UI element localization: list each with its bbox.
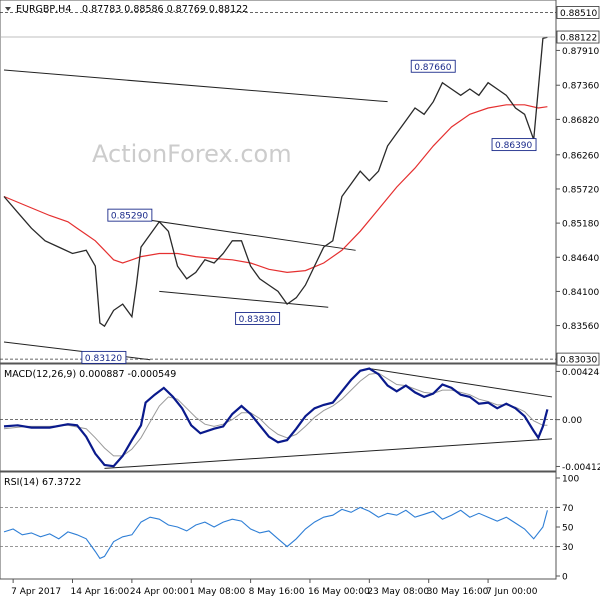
rsi-title: RSI(14) 67.3722 xyxy=(4,477,81,488)
price-label-text: 0.87660 xyxy=(414,63,451,73)
level-label: 0.88510 xyxy=(560,9,597,19)
level-tag xyxy=(556,6,600,19)
price-trendline xyxy=(159,290,329,308)
price-annotations: 0.88510 0.83030 0.87660 0.86390 0.85290 0.838… xyxy=(0,6,600,366)
price-label-text: 0.85290 xyxy=(111,212,148,222)
price-tick-label: 0.86820 xyxy=(562,116,599,126)
time-tick-label: 14 Apr 16:00 xyxy=(71,587,130,597)
time-tick-label: 30 May 16:00 xyxy=(427,587,489,597)
level-tag xyxy=(556,352,600,366)
price-axis: 0.87910 0.87360 0.86820 0.86260 0.85720 0.851… xyxy=(556,47,599,332)
rsi-panel-frame xyxy=(0,471,557,580)
rsi-tick-label: 50 xyxy=(562,524,574,534)
price-label-text: 0.83120 xyxy=(85,354,122,364)
rsi-tick-label: 70 xyxy=(562,504,574,514)
price-label-box xyxy=(235,312,281,325)
price-tick-label: 0.85720 xyxy=(562,185,599,195)
time-axis: 7 Apr 2017 14 Apr 16:00 24 Apr 00:00 1 May … xyxy=(11,579,538,597)
rsi-plot: 100 70 50 30 0 xyxy=(0,475,579,583)
rsi-tick-label: 30 xyxy=(562,543,574,553)
price-tick-label: 0.87910 xyxy=(562,47,599,57)
price-label-text: 0.83830 xyxy=(239,315,276,325)
time-tick-label: 23 May 08:00 xyxy=(367,587,429,597)
price-title: EURGBP,H4 xyxy=(16,4,71,15)
last-price-tag xyxy=(556,30,600,44)
macd-tick-label: 0.00 xyxy=(562,416,582,426)
macd-panel-frame xyxy=(0,363,557,472)
price-label-box xyxy=(410,59,456,73)
price-label-box xyxy=(107,208,153,222)
price-trendline xyxy=(3,69,388,103)
macd-signal-line xyxy=(3,372,548,457)
macd-tick-label: 0.004248 xyxy=(562,368,600,378)
time-tick-label: 7 Jun 00:00 xyxy=(486,587,538,597)
price-tick-label: 0.83560 xyxy=(562,322,599,332)
last-price-label: 0.88122 xyxy=(560,34,597,44)
watermark: ActionForex.com xyxy=(92,140,292,168)
macd-title: MACD(12,26,9) 0.000887 -0.000549 xyxy=(4,369,176,380)
macd-trendline xyxy=(369,368,553,398)
macd-tick-label: -0.004126 xyxy=(562,463,600,473)
rsi-panel-header: RSI(14) 67.3722 xyxy=(4,477,81,488)
price-panel-frame xyxy=(0,0,557,364)
moving-average-line xyxy=(3,104,548,274)
time-tick-label: 16 May 00:00 xyxy=(308,587,370,597)
panel-collapse-icon xyxy=(5,7,11,11)
macd-trendline xyxy=(104,438,553,469)
price-panel-header: EURGBP,H4 0.87783 0.88586 0.87769 0.8812… xyxy=(5,4,248,15)
price-line xyxy=(3,36,548,328)
price-tick-label: 0.85180 xyxy=(562,220,599,230)
price-ohlc: 0.87783 0.88586 0.87769 0.88122 xyxy=(82,4,248,15)
macd-panel-header: MACD(12,26,9) 0.000887 -0.000549 xyxy=(4,369,176,380)
price-tick-label: 0.84640 xyxy=(562,254,599,264)
rsi-tick-label: 100 xyxy=(562,475,579,485)
time-tick-label: 1 May 08:00 xyxy=(189,587,245,597)
time-tick-label: 8 May 16:00 xyxy=(249,587,305,597)
price-tick-label: 0.87360 xyxy=(562,82,599,92)
level-label: 0.83030 xyxy=(560,356,597,366)
rsi-tick-label: 0 xyxy=(562,573,568,583)
macd-plot: 0.004248 0.00 -0.004126 xyxy=(0,367,600,473)
price-trendline xyxy=(118,215,356,251)
price-label-box xyxy=(491,138,537,152)
macd-line xyxy=(3,367,549,468)
price-tick-label: 0.84100 xyxy=(562,288,599,298)
price-label-text: 0.86390 xyxy=(495,141,532,151)
price-series: 0.88122 xyxy=(0,30,600,328)
time-tick-label: 24 Apr 00:00 xyxy=(130,587,189,597)
price-tick-label: 0.86260 xyxy=(562,151,599,161)
price-label-box xyxy=(81,350,127,364)
time-tick-label: 7 Apr 2017 xyxy=(11,587,61,597)
rsi-line xyxy=(3,506,548,560)
